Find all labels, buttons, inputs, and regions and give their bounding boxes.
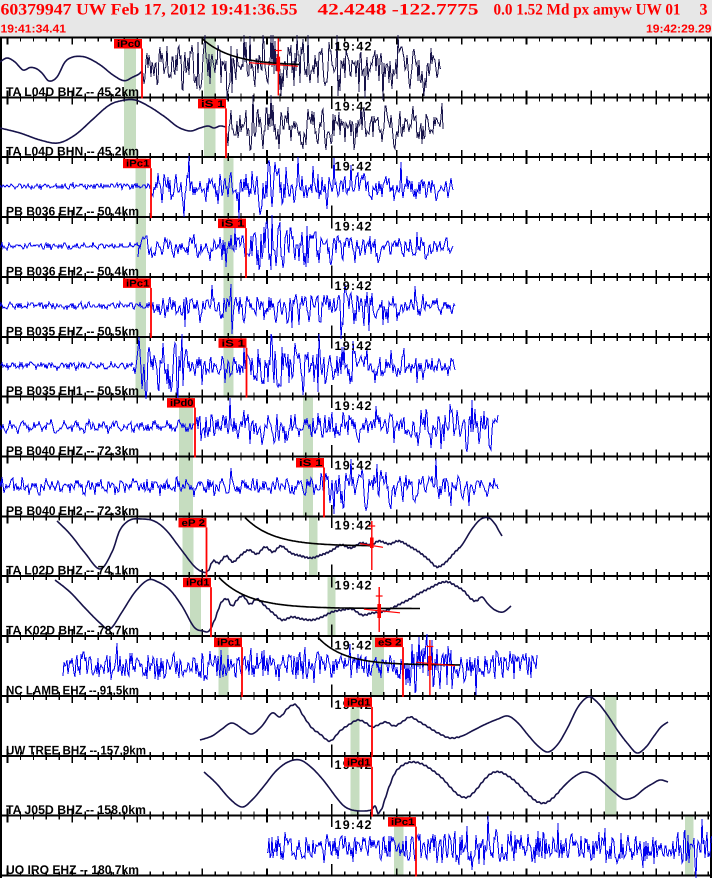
- svg-text:19:42: 19:42: [335, 459, 372, 473]
- svg-text:iPc1: iPc1: [217, 638, 241, 649]
- svg-text:19:42: 19:42: [335, 818, 372, 832]
- svg-text:iPd0: iPd0: [170, 398, 194, 409]
- svg-text:60379947 UW Feb 17, 2012 19:41: 60379947 UW Feb 17, 2012 19:41:36.55: [1, 2, 298, 19]
- svg-text:PB B035 EH1 -- 50,5km: PB B035 EH1 -- 50,5km: [6, 384, 139, 398]
- svg-text:0.0 1.52 Md px amyw UW 01: 0.0 1.52 Md px amyw UW 01: [494, 2, 681, 19]
- svg-text:eS 2: eS 2: [378, 638, 402, 649]
- svg-text:iS 1: iS 1: [299, 458, 323, 469]
- svg-text:UW TREE BHZ -- 157,9km: UW TREE BHZ -- 157,9km: [6, 743, 146, 757]
- svg-text:iS 1: iS 1: [222, 338, 246, 349]
- svg-text:TA L04D BHN -- 45,2km: TA L04D BHN -- 45,2km: [6, 145, 139, 159]
- svg-text:NC LAMB EHZ -- 91,5km: NC LAMB EHZ -- 91,5km: [6, 683, 139, 697]
- svg-text:19:42: 19:42: [335, 100, 372, 114]
- svg-text:iPc1: iPc1: [391, 817, 415, 828]
- svg-text:TA L04D BHZ -- 45,2km: TA L04D BHZ -- 45,2km: [6, 85, 139, 99]
- svg-text:19:42: 19:42: [335, 40, 372, 54]
- svg-text:19:42: 19:42: [335, 399, 372, 413]
- svg-text:19:42: 19:42: [335, 638, 372, 652]
- svg-text:3: 3: [700, 2, 708, 19]
- svg-text:42.4248 -122.7775: 42.4248 -122.7775: [318, 2, 479, 19]
- svg-text:PB B036 EH2 -- 50,4km: PB B036 EH2 -- 50,4km: [6, 264, 139, 278]
- svg-text:19:41:34.41: 19:41:34.41: [1, 24, 67, 36]
- svg-text:iS 1: iS 1: [201, 99, 225, 110]
- svg-text:TA J05D BHZ -- 158,0km: TA J05D BHZ -- 158,0km: [6, 803, 146, 817]
- svg-text:UO IRO EHZ -- 180,7km: UO IRO EHZ -- 180,7km: [6, 863, 139, 877]
- svg-text:TA K02D BHZ -- 78,7km: TA K02D BHZ -- 78,7km: [6, 624, 139, 638]
- svg-text:PB B040 EHZ -- 72,3km: PB B040 EHZ -- 72,3km: [6, 444, 139, 458]
- svg-text:19:42: 19:42: [335, 159, 372, 173]
- svg-text:19:42:29.29: 19:42:29.29: [646, 24, 712, 36]
- svg-text:iS 1: iS 1: [221, 219, 245, 230]
- svg-text:iPc1: iPc1: [126, 278, 150, 289]
- svg-text:PB B035 EHZ -- 50,5km: PB B035 EHZ -- 50,5km: [6, 324, 139, 338]
- svg-text:iPd1: iPd1: [347, 697, 371, 708]
- svg-text:19:42: 19:42: [335, 279, 372, 293]
- svg-text:19:42: 19:42: [335, 519, 372, 533]
- svg-text:iPc0: iPc0: [117, 39, 141, 50]
- svg-text:eP 2: eP 2: [182, 518, 206, 529]
- svg-text:iPd1: iPd1: [347, 757, 371, 768]
- svg-text:iPd1: iPd1: [186, 578, 210, 589]
- svg-text:TA L02D BHZ -- 74,1km: TA L02D BHZ -- 74,1km: [6, 564, 139, 578]
- svg-text:19:42: 19:42: [335, 219, 372, 233]
- svg-text:19:42: 19:42: [335, 578, 372, 592]
- svg-text:19:42: 19:42: [335, 339, 372, 353]
- svg-text:PB B036 EHZ -- 50,4km: PB B036 EHZ -- 50,4km: [6, 205, 139, 219]
- svg-text:iPc1: iPc1: [126, 159, 150, 170]
- svg-text:PB B040 EH2 -- 72,3km: PB B040 EH2 -- 72,3km: [6, 504, 139, 518]
